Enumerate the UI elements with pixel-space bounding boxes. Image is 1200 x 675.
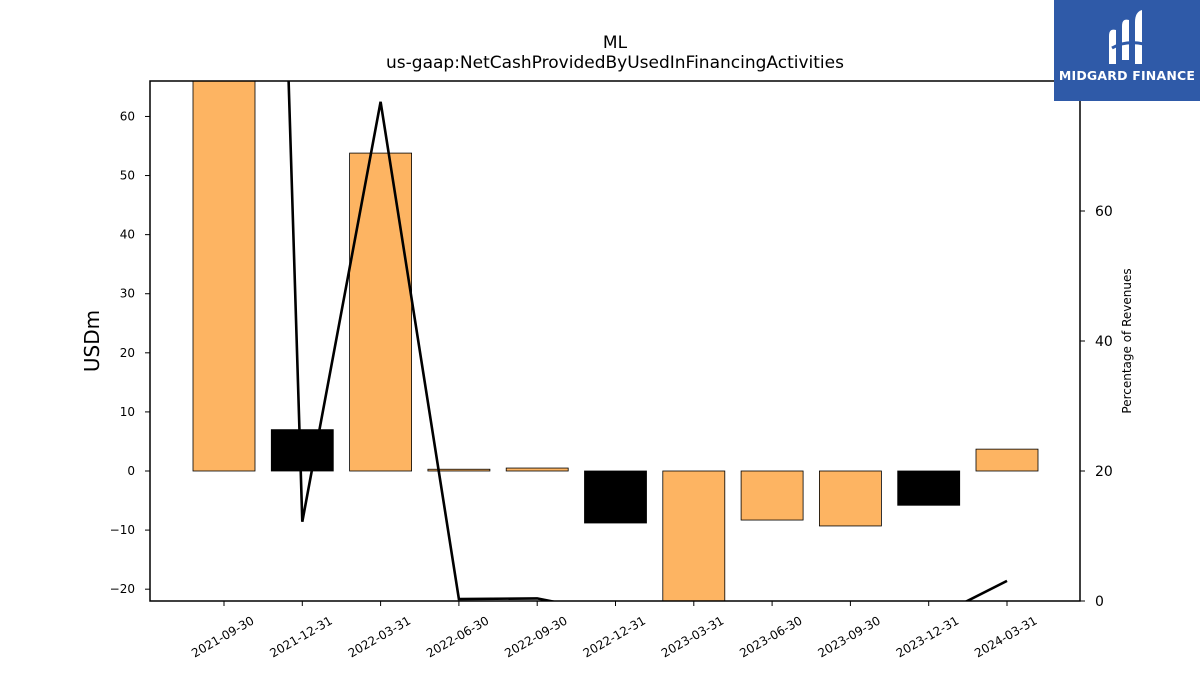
y-tick-label: 10: [120, 405, 135, 419]
y2-tick-label: 40: [1095, 334, 1113, 350]
x-tick-label: 2023-09-30: [815, 613, 882, 660]
y-tick-label: 30: [120, 287, 135, 301]
y-axis-label: USDm: [80, 310, 104, 372]
chart-title: ML: [603, 33, 628, 53]
bar-2023-03-31: [662, 470, 726, 601]
bar-2023-09-30: [819, 470, 882, 527]
y2-axis-label: Percentage of Revenues: [1120, 268, 1134, 413]
y-tick-label: 0: [127, 464, 135, 478]
bar-2022-03-31: [349, 152, 413, 472]
y-tick-label: 50: [120, 169, 135, 183]
x-tick-label: 2021-12-31: [267, 613, 334, 660]
y-tick-label: −20: [110, 582, 135, 596]
percentage-line: [287, 81, 1008, 601]
x-tick-label: 2022-03-31: [346, 613, 413, 660]
bar-2022-06-30: [427, 468, 491, 472]
y-tick-label: 40: [120, 228, 135, 242]
x-tick-label: 2022-12-31: [581, 613, 648, 660]
logo-text: MIDGARD FINANCE: [1058, 68, 1196, 83]
bar-2022-12-31: [584, 470, 647, 524]
y2-tick-label: 20: [1095, 464, 1113, 480]
y-tick-label: 60: [120, 109, 135, 123]
bar-2021-09-30: [192, 81, 256, 472]
x-tick-label: 2022-06-30: [424, 613, 491, 660]
logo-mark-icon: [1109, 10, 1145, 65]
x-tick-label: 2023-12-31: [894, 613, 961, 660]
chart-subtitle: us-gaap:NetCashProvidedByUsedInFinancing…: [386, 53, 844, 73]
x-tick-label: 2024-03-31: [972, 613, 1039, 660]
x-tick-label: 2021-09-30: [189, 613, 256, 660]
x-tick-label: 2023-06-30: [737, 613, 804, 660]
y2-tick-label: 0: [1095, 594, 1104, 610]
bar-2023-06-30: [740, 470, 804, 521]
bar-2022-09-30: [505, 467, 569, 472]
y2-tick-label: 60: [1095, 204, 1113, 220]
bar-2024-03-31: [975, 448, 1039, 472]
x-tick-label: 2023-03-31: [659, 613, 726, 660]
midgard-finance-logo: MIDGARD FINANCE: [1054, 0, 1200, 101]
bar-2023-12-31: [897, 470, 961, 506]
y-tick-label: 20: [120, 346, 135, 360]
y-tick-label: −10: [110, 523, 135, 537]
bar-2021-12-31: [270, 429, 334, 472]
x-tick-label: 2022-09-30: [502, 613, 569, 660]
